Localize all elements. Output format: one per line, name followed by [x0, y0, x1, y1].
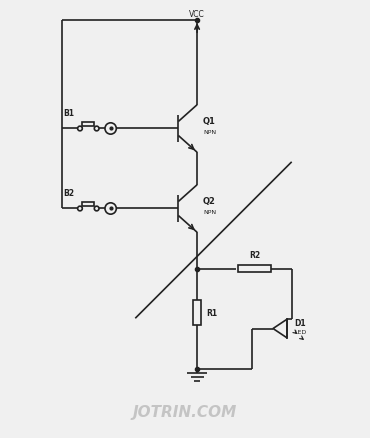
Text: LED: LED	[295, 329, 307, 334]
Circle shape	[78, 127, 82, 131]
Polygon shape	[273, 319, 287, 338]
Text: R1: R1	[206, 308, 218, 317]
Text: R2: R2	[249, 251, 260, 260]
Text: NPN: NPN	[203, 129, 216, 134]
Circle shape	[94, 207, 99, 212]
Bar	[83, 203, 94, 206]
Bar	[238, 265, 271, 272]
Bar	[194, 300, 201, 325]
Text: VCC: VCC	[189, 10, 205, 19]
Bar	[83, 123, 94, 127]
Circle shape	[105, 124, 116, 135]
Text: JOTRIN.COM: JOTRIN.COM	[133, 404, 237, 420]
Circle shape	[105, 203, 116, 215]
Text: Q1: Q1	[203, 117, 216, 125]
Text: B1: B1	[63, 109, 74, 117]
Circle shape	[94, 127, 99, 131]
Circle shape	[78, 207, 82, 212]
Text: NPN: NPN	[203, 209, 216, 214]
Text: D1: D1	[295, 318, 306, 327]
Text: Q2: Q2	[203, 196, 216, 205]
Text: B2: B2	[63, 188, 74, 198]
